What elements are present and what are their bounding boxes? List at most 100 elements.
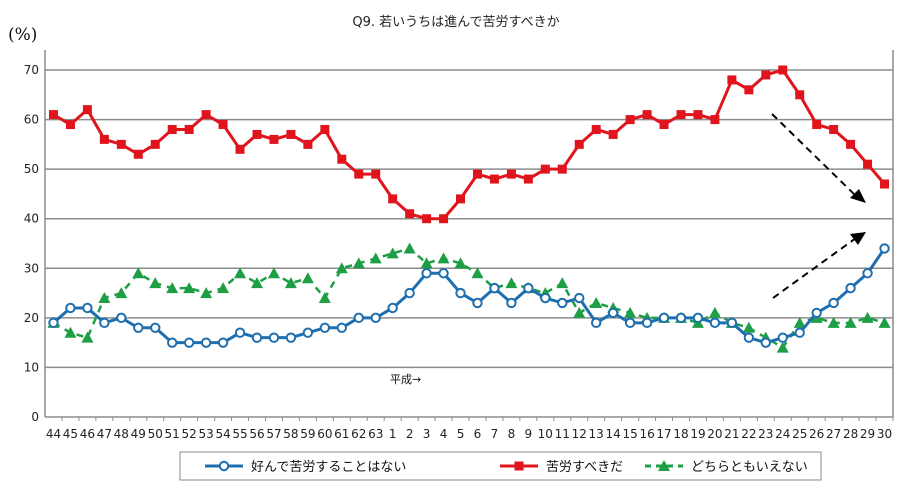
data-point xyxy=(863,159,873,169)
series-1 xyxy=(48,65,890,224)
x-tick-label: 54 xyxy=(215,427,230,441)
trend-arrows xyxy=(771,113,866,299)
data-point xyxy=(708,306,721,318)
data-point xyxy=(862,268,873,279)
data-point xyxy=(455,287,466,299)
data-point xyxy=(574,292,585,304)
data-point xyxy=(48,110,58,120)
x-tick-label: 21 xyxy=(724,427,739,441)
up-trend-arrow xyxy=(772,237,857,299)
data-point xyxy=(404,287,415,299)
y-tick-label: 30 xyxy=(24,261,39,275)
heisei-annotation: 平成→ xyxy=(390,373,421,386)
data-point xyxy=(183,282,196,294)
data-point xyxy=(777,332,788,343)
x-tick-label: 6 xyxy=(474,427,482,441)
data-point xyxy=(827,316,840,328)
data-point xyxy=(795,90,805,100)
data-point xyxy=(337,154,347,164)
y-tick-label: 20 xyxy=(24,311,39,325)
x-tick-label: 27 xyxy=(826,427,841,441)
data-point xyxy=(234,327,246,338)
x-tick-label: 11 xyxy=(555,427,570,441)
data-point xyxy=(439,214,449,224)
x-tick-label: 4 xyxy=(440,427,448,441)
data-point xyxy=(523,282,534,294)
data-point xyxy=(608,129,618,139)
y-tick-label: 0 xyxy=(31,410,39,424)
data-point xyxy=(557,164,567,174)
x-tick-label: 8 xyxy=(508,427,516,441)
up-arrowhead xyxy=(850,232,866,245)
data-point xyxy=(574,139,584,149)
data-point xyxy=(793,316,806,328)
data-point xyxy=(760,337,771,348)
data-point xyxy=(742,321,755,333)
data-point xyxy=(472,169,482,179)
x-tick-label: 62 xyxy=(351,427,366,441)
x-tick-label: 45 xyxy=(63,427,78,441)
data-point xyxy=(726,317,738,329)
data-point xyxy=(506,169,516,179)
data-point xyxy=(388,194,398,204)
y-tick-label: 60 xyxy=(24,113,39,127)
legend-marker xyxy=(658,460,670,471)
data-point xyxy=(471,267,484,279)
data-point xyxy=(370,312,381,324)
data-point xyxy=(301,272,314,284)
data-point xyxy=(167,337,178,348)
x-tick-label: 23 xyxy=(758,427,773,441)
data-point xyxy=(183,337,195,348)
data-point xyxy=(184,124,194,134)
data-point xyxy=(352,257,365,269)
data-point xyxy=(659,120,669,130)
data-point xyxy=(150,322,161,333)
series-line xyxy=(52,247,886,345)
data-point xyxy=(880,179,890,189)
legend-label: 好んで苦労することはない xyxy=(251,459,406,475)
y-tick-label: 10 xyxy=(24,360,39,374)
data-point xyxy=(48,317,59,329)
x-tick-label: 48 xyxy=(114,427,129,441)
x-tick-label: 44 xyxy=(46,427,61,441)
data-point xyxy=(336,322,347,333)
series-0 xyxy=(48,243,890,348)
data-point xyxy=(267,267,280,279)
gridlines xyxy=(44,50,894,418)
data-point xyxy=(489,282,500,294)
data-point xyxy=(284,277,297,289)
down-trend-arrow xyxy=(771,113,857,197)
data-point xyxy=(556,277,569,289)
data-point xyxy=(82,105,92,115)
data-point xyxy=(235,144,245,154)
data-point xyxy=(116,139,126,149)
x-tick-label: 9 xyxy=(525,427,533,441)
x-tick-label: 24 xyxy=(775,427,790,441)
data-point xyxy=(99,134,109,144)
data-point xyxy=(403,242,416,254)
data-point xyxy=(421,268,432,279)
data-point xyxy=(675,312,687,324)
data-point xyxy=(776,341,789,353)
data-point xyxy=(624,306,637,318)
x-tick-label: 50 xyxy=(148,427,163,441)
x-tick-label: 18 xyxy=(673,427,688,441)
x-tick-label: 29 xyxy=(860,427,875,441)
data-point xyxy=(268,332,280,343)
data-point xyxy=(422,214,432,224)
x-tick-label: 12 xyxy=(572,427,587,441)
data-point xyxy=(133,149,143,159)
x-tick-label: 53 xyxy=(198,427,213,441)
series-group xyxy=(47,65,891,353)
data-point xyxy=(743,332,755,343)
data-point xyxy=(115,287,128,299)
data-point xyxy=(320,124,330,134)
y-tick-label: 70 xyxy=(24,63,39,77)
x-tick-label: 17 xyxy=(656,427,671,441)
data-point xyxy=(590,296,603,308)
data-point xyxy=(692,312,704,324)
x-tick-label: 7 xyxy=(491,427,499,441)
legend-label: 苦労すべきだ xyxy=(546,459,623,475)
data-point xyxy=(591,124,601,134)
data-point xyxy=(744,85,754,95)
